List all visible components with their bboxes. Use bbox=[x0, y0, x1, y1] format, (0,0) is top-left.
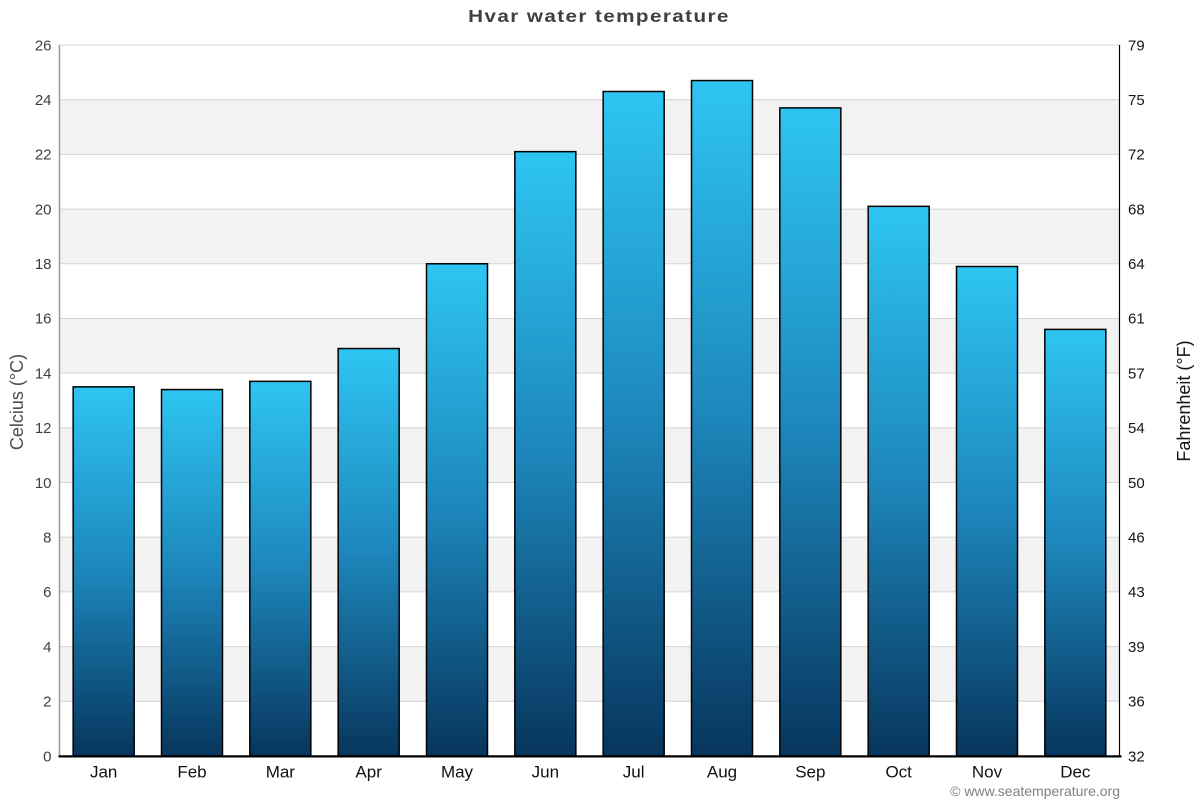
svg-text:43: 43 bbox=[1128, 584, 1145, 601]
svg-text:50: 50 bbox=[1128, 475, 1145, 492]
svg-text:Fahrenheit (°F): Fahrenheit (°F) bbox=[1174, 340, 1194, 461]
svg-text:Apr: Apr bbox=[355, 763, 382, 782]
svg-text:16: 16 bbox=[35, 311, 52, 328]
svg-text:79: 79 bbox=[1128, 37, 1145, 54]
svg-text:32: 32 bbox=[1128, 748, 1145, 765]
svg-text:39: 39 bbox=[1128, 639, 1145, 656]
svg-text:Jan: Jan bbox=[90, 763, 117, 782]
svg-text:72: 72 bbox=[1128, 147, 1145, 164]
svg-text:12: 12 bbox=[35, 420, 52, 437]
svg-text:Jun: Jun bbox=[532, 763, 559, 782]
svg-text:26: 26 bbox=[35, 37, 52, 54]
svg-text:Dec: Dec bbox=[1060, 763, 1091, 782]
svg-text:75: 75 bbox=[1128, 92, 1145, 109]
svg-text:14: 14 bbox=[35, 365, 52, 382]
svg-text:0: 0 bbox=[43, 748, 51, 765]
svg-text:36: 36 bbox=[1128, 694, 1145, 711]
svg-text:Sep: Sep bbox=[795, 763, 825, 782]
svg-text:8: 8 bbox=[43, 529, 51, 546]
svg-text:6: 6 bbox=[43, 584, 51, 601]
svg-text:10: 10 bbox=[35, 475, 52, 492]
svg-text:61: 61 bbox=[1128, 311, 1145, 328]
svg-text:Jul: Jul bbox=[623, 763, 645, 782]
svg-text:22: 22 bbox=[35, 147, 52, 164]
svg-text:2: 2 bbox=[43, 694, 51, 711]
svg-text:24: 24 bbox=[35, 92, 52, 109]
svg-text:Mar: Mar bbox=[266, 763, 296, 782]
svg-text:Nov: Nov bbox=[972, 763, 1003, 782]
svg-text:18: 18 bbox=[35, 256, 52, 273]
svg-text:46: 46 bbox=[1128, 529, 1145, 546]
svg-text:Hvar water temperature: Hvar water temperature bbox=[468, 7, 730, 26]
svg-text:Oct: Oct bbox=[885, 763, 912, 782]
svg-text:© www.seatemperature.org: © www.seatemperature.org bbox=[950, 783, 1120, 799]
svg-text:64: 64 bbox=[1128, 256, 1145, 273]
svg-text:54: 54 bbox=[1128, 420, 1145, 437]
svg-text:57: 57 bbox=[1128, 365, 1145, 382]
svg-text:4: 4 bbox=[43, 639, 51, 656]
svg-text:68: 68 bbox=[1128, 201, 1145, 218]
svg-text:Feb: Feb bbox=[177, 763, 206, 782]
svg-text:May: May bbox=[441, 763, 474, 782]
svg-text:20: 20 bbox=[35, 201, 52, 218]
svg-text:Aug: Aug bbox=[707, 763, 737, 782]
svg-text:Celcius (°C): Celcius (°C) bbox=[7, 354, 27, 450]
